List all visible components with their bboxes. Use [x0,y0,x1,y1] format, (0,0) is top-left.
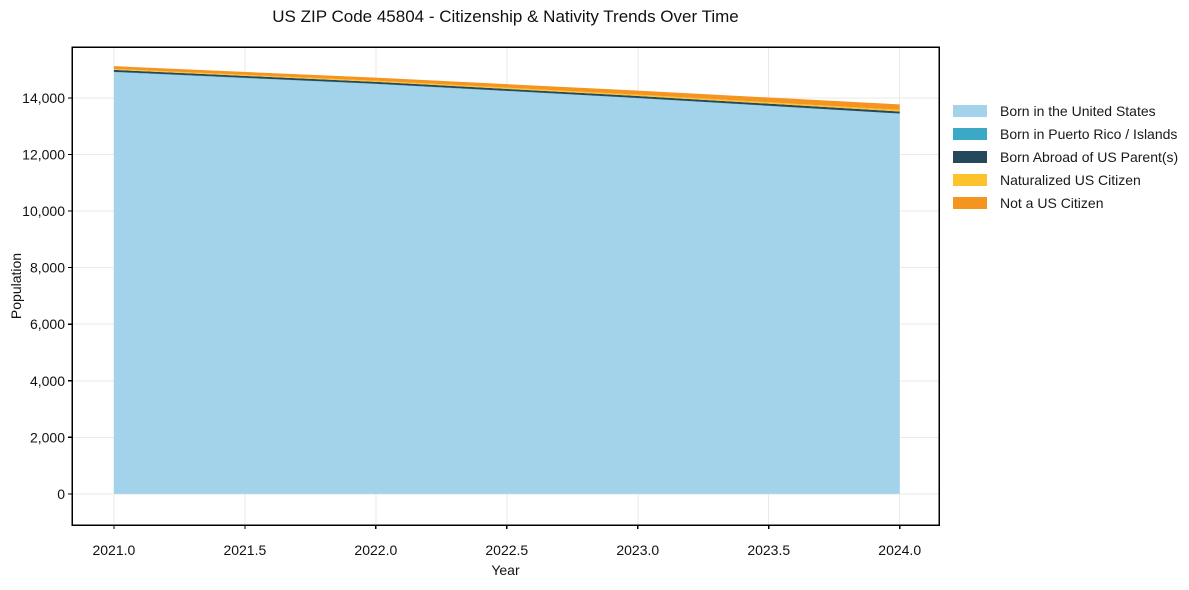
x-tick-label: 2024.0 [878,542,921,558]
legend-label: Born in Puerto Rico / Islands [1000,125,1178,142]
area-series-naturalized-us-citizen [113,68,900,112]
area-series-born-in-the-united-states [113,72,900,494]
chart-title: US ZIP Code 45804 - Citizenship & Nativi… [272,7,739,26]
x-tick-label: 2023.5 [747,542,790,558]
legend-item: Not a US Citizen [953,191,1178,214]
x-axis-label: Year [491,562,520,578]
y-tick-label: 12,000 [22,146,65,162]
legend-swatch [953,127,987,140]
x-tick-label: 2022.5 [485,542,528,558]
legend-label: Born Abroad of US Parent(s) [1000,148,1179,165]
legend-item: Born in the United States [953,99,1178,122]
legend-swatch [953,173,987,186]
legend-label: Not a US Citizen [1000,194,1104,211]
legend-swatch [953,150,987,163]
legend-item: Born in Puerto Rico / Islands [953,122,1178,145]
legend-item: Naturalized US Citizen [953,168,1178,191]
legend-item: Born Abroad of US Parent(s) [953,145,1178,168]
y-tick-label: 0 [57,486,65,502]
y-axis-label: Population [8,252,24,320]
area-series-not-a-us-citizen [113,66,900,110]
y-tick-label: 4,000 [30,373,65,389]
y-tick-label: 10,000 [22,203,65,219]
y-tick-label: 2,000 [30,429,65,445]
y-tick-label: 8,000 [30,260,65,276]
x-tick-label: 2023.0 [616,542,659,558]
x-tick-label: 2022.0 [354,542,397,558]
legend-label: Naturalized US Citizen [1000,171,1141,188]
y-tick-label: 14,000 [22,90,65,106]
legend: Born in the United States Born in Puerto … [953,99,1178,214]
legend-swatch [953,196,987,209]
legend-label: Born in the United States [1000,102,1156,119]
x-tick-label: 2021.5 [223,542,266,558]
x-tick-label: 2021.0 [92,542,135,558]
axis-frame [71,46,940,526]
y-tick-label: 6,000 [30,316,65,332]
legend-swatch [953,104,987,117]
area-series-born-abroad-of-us-parent-s [113,69,900,114]
